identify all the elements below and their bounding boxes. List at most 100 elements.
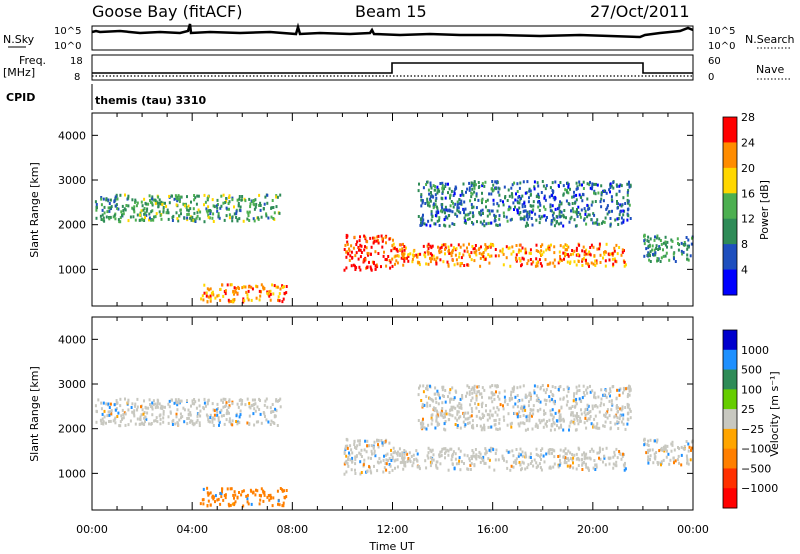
- date-title: 27/Oct/2011: [590, 2, 690, 21]
- x-tick-label: 04:00: [176, 523, 208, 536]
- echo-region-3: [392, 446, 627, 472]
- power-x-ticks: [91, 113, 694, 306]
- y-tick-label: 2000: [58, 219, 86, 232]
- power-y-axis-label: Slant Range [km]: [28, 162, 41, 258]
- velocity-colorbar: 1000 500 100 25 −25 −100 −500 −1000: [722, 329, 778, 509]
- nsky-panel-frame: [91, 25, 694, 51]
- freq-tick-high: 18: [70, 56, 83, 67]
- count-tick-low-right: 10^0: [708, 41, 735, 52]
- echo-region-0: [94, 397, 282, 428]
- echo-region-2: [343, 437, 394, 476]
- echo-region-3: [392, 242, 627, 268]
- power-colorbar-label: Power [dB]: [758, 180, 771, 240]
- freq-trace: [92, 62, 693, 74]
- colorbar-swatch: [723, 142, 737, 169]
- velocity-panel-frame: [91, 316, 694, 511]
- nsearch-label: N.Search: [745, 33, 795, 46]
- colorbar-swatch: [723, 428, 737, 450]
- y-tick-label: 4000: [58, 129, 86, 142]
- x-tick-label: 12:00: [377, 523, 409, 536]
- power-colorbar: 4 8 12 16 20 24 28: [722, 111, 755, 296]
- colorbar-tick-label: 24: [741, 136, 755, 149]
- colorbar-tick-label: 100: [741, 383, 762, 396]
- colorbar-tick-label: −25: [741, 423, 764, 436]
- y-tick-label: 1000: [58, 263, 86, 276]
- cpid-label: CPID: [6, 91, 35, 104]
- count-tick-high-right: 10^5: [708, 26, 735, 37]
- colorbar-swatch: [723, 349, 737, 371]
- echo-region-5: [643, 233, 694, 263]
- velocity-y-axis-label: Slant Range [km]: [28, 366, 41, 462]
- x-tick-labels: 00:00 04:00 08:00 12:00 16:00 20:00 00:00: [76, 523, 709, 536]
- colorbar-swatch: [723, 269, 737, 296]
- power-echo-layer: [94, 180, 694, 304]
- y-tick-label: 4000: [58, 333, 86, 346]
- colorbar-tick-label: −100: [741, 443, 771, 456]
- colorbar-swatch: [723, 218, 737, 245]
- echo-region-5: [643, 437, 694, 467]
- colorbar-swatch: [723, 244, 737, 271]
- echo-region-4: [417, 180, 632, 228]
- colorbar-tick-label: 1000: [741, 344, 769, 357]
- echo-region-1: [199, 486, 288, 508]
- nave-tick-low: 0: [708, 72, 714, 83]
- colorbar-swatch: [723, 389, 737, 410]
- x-tick-label: 08:00: [276, 523, 308, 536]
- nsky-trace: [91, 22, 694, 39]
- x-axis-label: Time UT: [368, 540, 414, 553]
- colorbar-frame: [722, 116, 738, 296]
- x-tick-label: 00:00: [76, 523, 108, 536]
- power-y-ticks: 1000 2000 3000 4000: [58, 129, 693, 276]
- y-tick-label: 2000: [58, 423, 86, 436]
- echo-region-2: [343, 233, 394, 272]
- x-tick-label: 20:00: [577, 523, 609, 536]
- freq-tick-low: 8: [74, 72, 80, 83]
- echo-region-4: [417, 384, 632, 432]
- colorbar-frame: [722, 329, 738, 509]
- colorbar-swatch: [723, 448, 737, 469]
- colorbar-swatch: [723, 409, 737, 430]
- velocity-panel: 1000 2000 3000 4000 Slant Range [km]: [28, 316, 694, 511]
- power-panel-frame: [91, 112, 694, 307]
- nave-tick-high: 60: [708, 56, 721, 67]
- velocity-y-ticks: 1000 2000 3000 4000: [58, 333, 693, 480]
- colorbar-swatch: [723, 468, 737, 489]
- velocity-colorbar-label: Velocity [m s⁻¹]: [768, 371, 781, 456]
- echo-region-0: [94, 193, 282, 224]
- colorbar-tick-label: 28: [741, 111, 755, 124]
- colorbar-swatch: [723, 330, 737, 351]
- freq-label: Freq.: [19, 54, 46, 67]
- colorbar-tick-label: 4: [741, 264, 748, 277]
- colorbar-tick-label: 12: [741, 213, 755, 226]
- x-tick-label: 00:00: [677, 523, 709, 536]
- velocity-x-ticks: [91, 317, 694, 510]
- nave-label: Nave: [756, 63, 784, 76]
- station-title: Goose Bay (fitACF): [92, 2, 242, 21]
- colorbar-tick-label: 16: [741, 187, 755, 200]
- count-tick-high-left: 10^5: [54, 26, 81, 37]
- x-tick-label: 16:00: [477, 523, 509, 536]
- velocity-echo-layer: [94, 384, 694, 508]
- colorbar-swatch: [723, 488, 737, 509]
- cpid-value: themis (tau) 3310: [95, 94, 207, 107]
- power-panel: 1000 2000 3000 4000 Slant Range [km]: [28, 112, 694, 307]
- y-tick-label: 1000: [58, 467, 86, 480]
- colorbar-swatch: [723, 117, 737, 143]
- count-tick-low-left: 10^0: [54, 41, 81, 52]
- colorbar-tick-label: −500: [741, 462, 771, 475]
- nsky-label: N.Sky: [3, 33, 35, 46]
- freq-panel-frame: [91, 54, 694, 81]
- colorbar-tick-label: −1000: [741, 482, 778, 495]
- beam-title: Beam 15: [355, 2, 427, 21]
- colorbar-tick-label: 25: [741, 403, 755, 416]
- echo-region-1: [200, 283, 288, 304]
- colorbar-swatch: [723, 193, 737, 220]
- freq-unit: [MHz]: [3, 66, 35, 79]
- colorbar-tick-label: 8: [741, 238, 748, 251]
- colorbar-swatch: [723, 167, 737, 194]
- colorbar-swatch: [723, 369, 737, 390]
- y-tick-label: 3000: [58, 174, 86, 187]
- colorbar-tick-label: 500: [741, 364, 762, 377]
- y-tick-label: 3000: [58, 378, 86, 391]
